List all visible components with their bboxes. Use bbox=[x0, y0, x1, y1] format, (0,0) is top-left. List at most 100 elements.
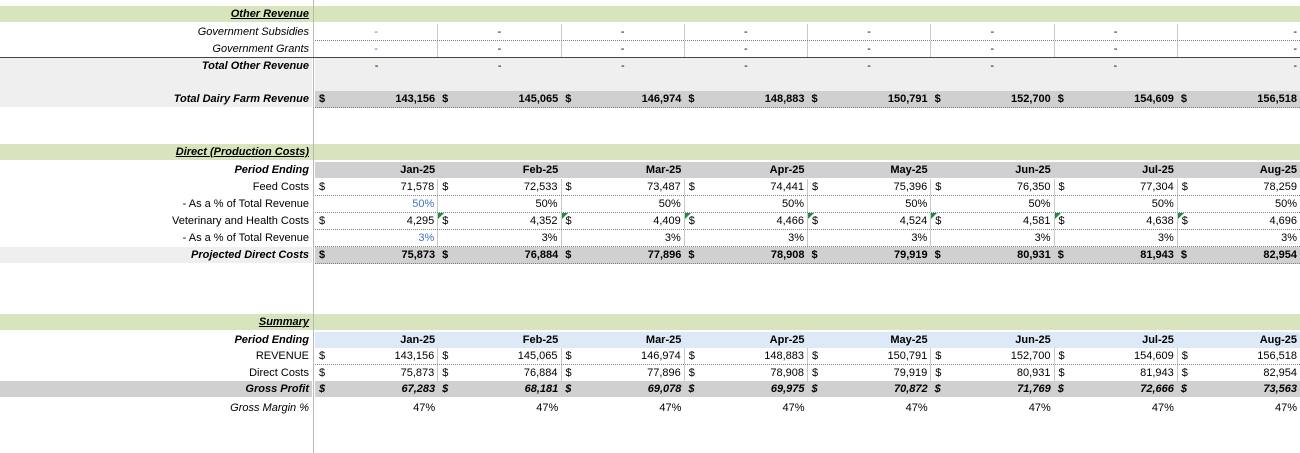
cell[interactable]: - bbox=[438, 24, 562, 40]
month-header[interactable]: Jun-25 bbox=[1015, 334, 1051, 346]
cell[interactable]: 3% bbox=[808, 230, 932, 246]
cell[interactable]: $82,954 bbox=[1177, 247, 1300, 263]
cell[interactable]: $71,578 bbox=[315, 179, 439, 195]
cell[interactable]: $76,884 bbox=[438, 247, 561, 263]
cell[interactable]: 50% bbox=[1055, 196, 1178, 212]
cell[interactable]: $4,581 bbox=[931, 213, 1055, 229]
cell[interactable]: $71,769 bbox=[931, 381, 1054, 397]
summary-direct-label[interactable]: Direct Costs bbox=[249, 367, 309, 379]
cell[interactable]: $152,700 bbox=[931, 91, 1054, 107]
cell[interactable]: $77,896 bbox=[562, 365, 685, 381]
cell[interactable]: 3% bbox=[315, 230, 439, 246]
vet-costs-label[interactable]: Veterinary and Health Costs bbox=[172, 215, 309, 227]
cell[interactable]: - bbox=[744, 60, 748, 72]
month-header[interactable]: Feb-25 bbox=[522, 334, 559, 346]
cell[interactable]: - bbox=[374, 60, 379, 72]
cell[interactable]: 50% bbox=[685, 196, 808, 212]
cell[interactable]: - bbox=[315, 24, 439, 40]
government-subsidies-label[interactable]: Government Subsidies bbox=[197, 26, 309, 38]
cell[interactable]: 50% bbox=[1274, 198, 1297, 210]
cell[interactable]: $145,065 bbox=[438, 348, 562, 364]
vet-pct-label[interactable]: - As a % of Total Revenue bbox=[182, 232, 309, 244]
cell[interactable]: $148,883 bbox=[685, 348, 808, 364]
cell[interactable]: $75,396 bbox=[808, 179, 932, 195]
cell[interactable]: 3% bbox=[1281, 232, 1297, 244]
cell[interactable]: - bbox=[620, 60, 625, 72]
cell[interactable]: $67,283 bbox=[315, 381, 438, 397]
cell[interactable]: $69,078 bbox=[561, 381, 684, 397]
cell[interactable]: $156,518 bbox=[1178, 348, 1300, 364]
cell[interactable]: $72,666 bbox=[1054, 381, 1177, 397]
cell[interactable]: $75,873 bbox=[315, 247, 438, 263]
cell[interactable]: $148,883 bbox=[684, 91, 807, 107]
cell[interactable]: $152,700 bbox=[931, 348, 1055, 364]
feed-costs-label[interactable]: Feed Costs bbox=[252, 181, 309, 193]
cell[interactable]: $4,524 bbox=[808, 213, 932, 229]
summary-header[interactable]: Summary bbox=[258, 316, 309, 328]
cell[interactable]: $150,791 bbox=[808, 91, 931, 107]
cell[interactable]: $146,974 bbox=[562, 348, 685, 364]
cell[interactable]: $82,954 bbox=[1178, 365, 1300, 381]
cell[interactable]: $70,872 bbox=[808, 381, 931, 397]
cell[interactable]: - bbox=[438, 41, 562, 57]
cell[interactable]: $4,295 bbox=[315, 213, 439, 229]
cell[interactable]: 47% bbox=[413, 402, 436, 414]
month-header[interactable]: Apr-25 bbox=[769, 334, 805, 346]
cell[interactable]: 47% bbox=[782, 402, 805, 414]
cell[interactable]: $4,466 bbox=[684, 213, 808, 229]
month-header[interactable]: Jan-25 bbox=[400, 164, 436, 176]
cell[interactable]: - bbox=[315, 41, 439, 57]
cell[interactable]: 47% bbox=[1151, 402, 1174, 414]
cell[interactable]: $4,696 bbox=[1177, 213, 1300, 229]
cell[interactable]: 50% bbox=[438, 196, 562, 212]
feed-pct-label[interactable]: - As a % of Total Revenue bbox=[182, 198, 309, 210]
cell[interactable]: 50% bbox=[315, 196, 439, 212]
cell[interactable]: - bbox=[931, 24, 1055, 40]
cell[interactable]: - bbox=[1055, 24, 1178, 40]
cell[interactable]: - bbox=[497, 60, 502, 72]
cell[interactable]: - bbox=[685, 24, 808, 40]
month-header[interactable]: Aug-25 bbox=[1259, 334, 1297, 346]
cell[interactable]: 47% bbox=[1274, 402, 1297, 414]
other-revenue-header[interactable]: Other Revenue bbox=[230, 8, 309, 20]
month-header[interactable]: Jan-25 bbox=[400, 334, 436, 346]
month-header[interactable]: Jul-25 bbox=[1142, 334, 1174, 346]
cell[interactable]: $80,931 bbox=[931, 365, 1055, 381]
cell[interactable]: $78,908 bbox=[685, 365, 808, 381]
cell[interactable]: - bbox=[1055, 41, 1178, 57]
cell[interactable]: 50% bbox=[931, 196, 1055, 212]
cell[interactable]: $146,974 bbox=[561, 91, 684, 107]
cell[interactable]: 47% bbox=[905, 402, 928, 414]
cell[interactable]: $145,065 bbox=[438, 91, 561, 107]
cell[interactable]: $76,350 bbox=[931, 179, 1055, 195]
cell[interactable]: - bbox=[562, 41, 685, 57]
cell[interactable]: $154,609 bbox=[1054, 91, 1177, 107]
cell[interactable]: 50% bbox=[562, 196, 685, 212]
month-header[interactable]: Jun-25 bbox=[1015, 164, 1051, 176]
direct-period-label[interactable]: Period Ending bbox=[234, 164, 309, 176]
cell[interactable]: $79,919 bbox=[808, 247, 931, 263]
cell[interactable]: $143,156 bbox=[315, 348, 439, 364]
cell[interactable]: 47% bbox=[536, 402, 559, 414]
cell[interactable]: 47% bbox=[1028, 402, 1051, 414]
cell[interactable]: - bbox=[1113, 60, 1118, 72]
cell[interactable]: $72,533 bbox=[438, 179, 562, 195]
cell[interactable]: $77,304 bbox=[1055, 179, 1178, 195]
cell[interactable]: - bbox=[1293, 26, 1297, 38]
cell[interactable]: $76,884 bbox=[438, 365, 562, 381]
month-header[interactable]: May-25 bbox=[890, 164, 928, 176]
cell[interactable]: 3% bbox=[562, 230, 685, 246]
cell[interactable]: 3% bbox=[1055, 230, 1178, 246]
cell[interactable]: $75,873 bbox=[315, 365, 439, 381]
month-header[interactable]: May-25 bbox=[890, 334, 928, 346]
cell[interactable]: $156,518 bbox=[1177, 91, 1300, 107]
total-other-revenue-label[interactable]: Total Other Revenue bbox=[0, 58, 312, 91]
cell[interactable]: - bbox=[931, 41, 1055, 57]
month-header[interactable]: Mar-25 bbox=[645, 334, 682, 346]
cell[interactable]: $68,181 bbox=[438, 381, 561, 397]
month-header[interactable]: Feb-25 bbox=[522, 164, 559, 176]
cell[interactable]: $69,975 bbox=[684, 381, 807, 397]
cell[interactable]: - bbox=[1293, 60, 1297, 72]
cell[interactable]: $77,896 bbox=[561, 247, 684, 263]
direct-costs-header[interactable]: Direct (Production Costs) bbox=[175, 146, 309, 158]
